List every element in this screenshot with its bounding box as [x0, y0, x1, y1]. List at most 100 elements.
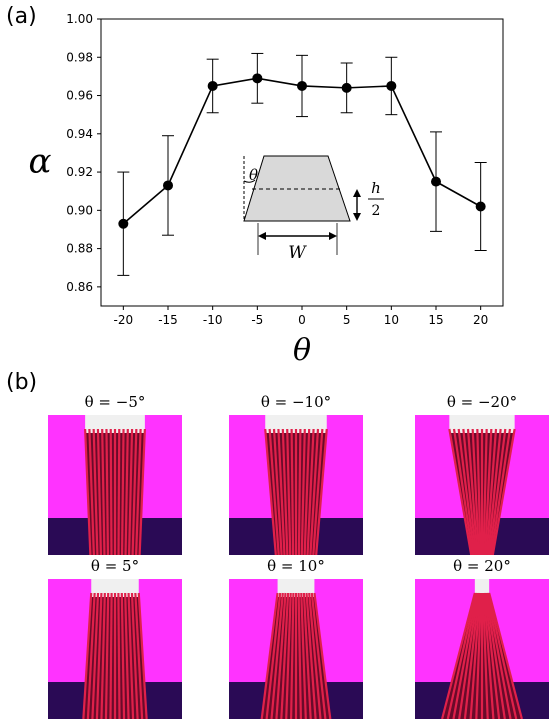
lamella-stripe	[260, 592, 279, 719]
data-point	[431, 176, 441, 187]
lamella-stripe	[487, 428, 502, 555]
height-arrowhead-top	[353, 189, 361, 197]
trench-opening	[85, 415, 145, 433]
width-arrowhead-left	[258, 232, 266, 240]
snapshot-caption: θ = −5°	[84, 393, 146, 411]
lamella-stripe	[441, 592, 476, 719]
lamella-stripe	[476, 428, 482, 555]
x-tick-label: -15	[158, 313, 178, 327]
lamella-stripe	[127, 428, 134, 555]
angle-arc	[243, 179, 256, 183]
lamella-stripe	[86, 592, 96, 719]
lamella-stripe	[109, 592, 113, 719]
y-tick-label: 0.98	[66, 50, 93, 64]
snapshot-render	[229, 415, 363, 555]
lamella-stripe	[88, 428, 95, 555]
y-tick-label: 0.92	[66, 165, 93, 179]
lamella-stripe	[281, 428, 289, 555]
y-tick-label: 0.96	[66, 89, 93, 103]
lamella-stripe	[268, 428, 280, 555]
snapshot-render	[48, 415, 182, 555]
lamella-stripe	[469, 592, 482, 719]
trench-opening	[449, 415, 515, 433]
lamella-stripe	[134, 592, 144, 719]
lamella-stripe	[488, 592, 523, 719]
lamella-stripe	[297, 592, 302, 719]
lamella-stripe	[124, 428, 129, 555]
lamella-stripe	[300, 592, 307, 719]
lamella-stripe	[308, 592, 322, 719]
lamella-stripe	[120, 592, 126, 719]
lamella-stripe	[452, 592, 478, 719]
data-marks	[117, 52, 487, 276]
lamella-stripe	[130, 592, 139, 719]
snapshot-caption: θ = −10°	[260, 393, 332, 411]
x-tick-label: -10	[203, 313, 223, 327]
inset-diagram: θ Wh 2	[243, 155, 384, 263]
lamella-stripe	[312, 428, 324, 555]
lamella-stripe	[485, 592, 506, 719]
x-tick-label: -5	[251, 313, 263, 327]
snapshot-caption: θ = 5°	[90, 557, 140, 575]
y-tick-label: 1.00	[66, 12, 93, 26]
lamella-stripe	[272, 428, 283, 555]
lamella-stripe	[120, 428, 125, 555]
lamella-stripe	[290, 592, 295, 719]
axes-group: -20 -15 -10 -5 0 5 10 15 20 0.86 0.88 0.90 0.92 0.94 0…	[29, 12, 504, 368]
data-point	[297, 80, 307, 91]
snapshot-caption: θ = 10°	[267, 557, 325, 575]
lamella-stripe	[463, 592, 481, 719]
x-axis-label: θ	[293, 333, 311, 368]
inset-height-denominator: 2	[372, 203, 381, 219]
height-arrowhead-bottom	[353, 213, 361, 221]
lamella-stripe	[91, 592, 100, 719]
lamella-stripe	[452, 428, 474, 555]
y-tick-label: 0.90	[66, 203, 93, 217]
snapshot-image	[229, 579, 363, 719]
lamella-stripe	[303, 428, 311, 555]
lamella-stripe	[137, 592, 148, 719]
data-point	[252, 73, 263, 84]
lamella-stripe	[315, 428, 328, 555]
lamella-stripe	[131, 428, 138, 555]
trench-opening	[265, 415, 327, 433]
panel-b-label: (b)	[6, 370, 38, 395]
data-point	[475, 201, 486, 212]
lamella-stripe	[300, 428, 306, 555]
lamella-stripe	[462, 428, 477, 555]
lamella-stripe	[117, 428, 121, 555]
lamella-stripe	[135, 428, 142, 555]
lamella-stripe	[100, 592, 106, 719]
lamella-stripe	[285, 592, 292, 719]
lamella-stripe	[313, 592, 332, 719]
x-tick-label: 10	[384, 313, 399, 327]
snapshot-render	[48, 579, 182, 719]
lamella-stripe	[264, 428, 277, 555]
lamella-stripe	[105, 428, 110, 555]
lamella-stripe	[290, 428, 295, 555]
x-tick-label: 5	[343, 313, 351, 327]
data-point	[386, 80, 397, 91]
lamella-stripe	[310, 592, 327, 719]
lamella-stripe	[109, 428, 113, 555]
lamella-stripe	[466, 428, 479, 555]
snapshot-caption: θ = −20°	[446, 393, 518, 411]
lamella-stripe	[280, 592, 290, 719]
lamella-stripe	[487, 592, 518, 719]
lamella-stripe	[277, 428, 286, 555]
lamella-stripe	[305, 592, 317, 719]
data-point	[341, 82, 352, 93]
x-tick-label: 0	[298, 313, 306, 327]
y-tick-label: 0.94	[66, 127, 93, 141]
lamella-stripe	[448, 428, 473, 555]
panel-a-label: (a)	[6, 4, 37, 29]
lamella-stripe	[457, 428, 476, 555]
snapshot-image	[229, 415, 363, 555]
lamella-stripe	[96, 428, 103, 555]
width-arrowhead-right	[329, 232, 337, 240]
trench-opening	[91, 579, 139, 597]
lamella-stripe	[302, 592, 312, 719]
alpha-vs-theta-chart: -20 -15 -10 -5 0 5 10 15 20 0.86 0.88 0.90 0.92 0.94 0…	[29, 12, 504, 368]
data-point	[207, 80, 218, 91]
trench-opening	[277, 579, 315, 597]
